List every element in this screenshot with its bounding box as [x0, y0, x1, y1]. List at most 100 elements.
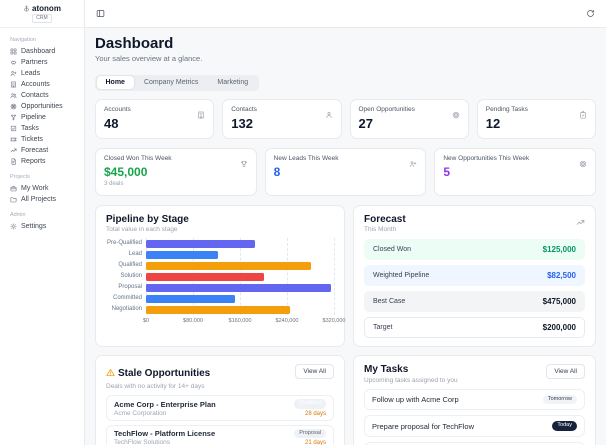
task-item[interactable]: Follow up with Acme Corp Tomorrow [364, 388, 585, 411]
chart-bar-solution[interactable] [146, 272, 264, 281]
chart-category-label: Solution [120, 273, 142, 280]
file-icon [10, 158, 17, 165]
kpi-value: 132 [231, 115, 253, 131]
stale-view-all-button[interactable]: View All [295, 364, 334, 380]
task-item[interactable]: Prepare proposal for TechFlow Today [364, 415, 585, 437]
stale-title: Stale Opportunities [118, 367, 211, 379]
chart-bar-row [146, 271, 334, 282]
chart-bar-row [146, 293, 334, 304]
sidebar-item-label: Pipeline [21, 114, 46, 121]
kpi-card-contacts: Contacts 132 [222, 98, 342, 139]
sidebar-item-label: Reports [21, 158, 46, 165]
trophy-icon [240, 155, 248, 188]
opportunity-item[interactable]: TechFlow - Platform License TechFlow Solu… [106, 424, 334, 445]
main-area: Dashboard Your sales overview at a glanc… [85, 0, 606, 445]
chart-bar-negotiation[interactable] [146, 305, 290, 314]
sidebar-item-all-projects[interactable]: All Projects [8, 194, 76, 205]
sidebar-item-label: Dashboard [21, 48, 56, 55]
tab-home[interactable]: Home [96, 76, 134, 90]
charts-row: Pipeline by Stage Total value in each st… [95, 204, 596, 348]
opportunity-name: Acme Corp - Enterprise Plan [114, 399, 216, 409]
refresh-icon[interactable] [586, 9, 595, 18]
forecast-row-value: $200,000 [542, 323, 576, 333]
chart-bar-committed[interactable] [146, 294, 236, 303]
topbar [85, 0, 606, 28]
sidebar-item-reports[interactable]: Reports [8, 156, 76, 167]
sidebar-item-pipeline[interactable]: Pipeline [8, 112, 76, 123]
page-title: Dashboard [95, 35, 174, 52]
tab-bar: Home Company Metrics Marketing [95, 74, 259, 91]
tasks-subtitle: Upcoming tasks assigned to you [364, 376, 458, 384]
building-icon [197, 106, 205, 131]
x-axis-tick: $240,000 [275, 318, 299, 325]
tab-company-metrics[interactable]: Company Metrics [143, 79, 199, 87]
forecast-card: Forecast This Month Closed Won $125,000 We… [353, 204, 596, 348]
briefcase-icon [10, 185, 17, 192]
task-title: Prepare proposal for TechFlow [372, 421, 474, 431]
chart-bar-pre-qualified[interactable] [146, 239, 255, 248]
sidebar-item-tasks[interactable]: Tasks [8, 123, 76, 134]
sidebar-item-leads[interactable]: Leads [8, 68, 76, 79]
pipeline-chart: Pre-Qualified Lead Qualified Solution Propos… [106, 238, 346, 326]
kpi-label: Accounts [104, 105, 131, 113]
stale-list: Acme Corp - Enterprise Plan Acme Corporat… [106, 395, 334, 445]
forecast-row-value: $475,000 [542, 297, 576, 307]
sidebar-item-label: My Work [21, 185, 49, 192]
kpi-row: Accounts 48 Contacts 132 Open Opportunities 2… [95, 98, 596, 139]
panel-left-icon[interactable] [96, 9, 105, 18]
check-square-icon [10, 125, 17, 132]
sidebar-item-opportunities[interactable]: Opportunities [8, 101, 76, 112]
chart-bar-lead[interactable] [146, 250, 218, 259]
sidebar-item-my-work[interactable]: My Work [8, 183, 76, 194]
stale-days: 28 days [304, 410, 326, 417]
pipeline-by-stage-card: Pipeline by Stage Total value in each st… [95, 204, 346, 348]
tasks-view-all-button[interactable]: View All [546, 364, 585, 380]
stat-card-closed-won-this-week: Closed Won This Week $45,000 3 deals [95, 147, 257, 196]
chart-bar-proposal[interactable] [146, 283, 331, 292]
kpi-card-pending-tasks: Pending Tasks 12 [476, 98, 596, 139]
chart-bar-row [146, 260, 334, 271]
chart-subtitle: Total value in each stage [106, 226, 178, 234]
kpi-value: 12 [485, 115, 501, 131]
sidebar-item-dashboard[interactable]: Dashboard [8, 46, 76, 57]
kpi-card-open-opportunities: Open Opportunities 27 [349, 98, 469, 139]
partners-icon [10, 59, 17, 66]
clipboard-icon [579, 106, 587, 131]
chart-bar-row [146, 249, 334, 260]
stat-card-new-opportunities-this-week: New Opportunities This Week 5 [434, 147, 597, 196]
chart-bar-row [146, 282, 334, 293]
sidebar-item-partners[interactable]: Partners [8, 57, 76, 68]
stat-card-new-leads-this-week: New Leads This Week 8 [264, 147, 427, 196]
chart-y-labels: Pre-Qualified Lead Qualified Solution Propos… [106, 238, 146, 326]
stat-label: Closed Won This Week [104, 154, 172, 162]
users-icon [10, 92, 17, 99]
target-icon [452, 106, 460, 131]
sidebar-item-tickets[interactable]: Tickets [8, 134, 76, 145]
sidebar-item-accounts[interactable]: Accounts [8, 79, 76, 90]
forecast-row-label: Weighted Pipeline [373, 272, 430, 280]
chart-x-axis: $0 $80,000 $160,000 $240,000 $320,000 [143, 317, 346, 326]
opportunity-item[interactable]: Acme Corp - Enterprise Plan Acme Corporat… [106, 395, 334, 421]
stage-badge: Proposal [294, 428, 326, 439]
kpi-label: Open Opportunities [358, 105, 415, 113]
sidebar-item-label: Accounts [21, 81, 50, 88]
opportunity-name: TechFlow - Platform License [114, 429, 216, 438]
sidebar-item-contacts[interactable]: Contacts [8, 90, 76, 101]
kpi-card-accounts: Accounts 48 [95, 98, 215, 139]
week-row: Closed Won This Week $45,000 3 deals New Le… [95, 147, 597, 196]
my-tasks-card: My Tasks Upcoming tasks assigned to you … [353, 355, 596, 445]
chart-category-label: Pre-Qualified [106, 240, 142, 247]
nav-section-label: Admin [10, 212, 26, 218]
tab-marketing[interactable]: Marketing [217, 79, 249, 87]
sidebar-item-forecast[interactable]: Forecast [8, 145, 76, 156]
target-icon [579, 155, 587, 188]
trending-up-icon [10, 147, 17, 154]
nav-section: Admin Settings [8, 212, 76, 232]
sidebar-item-settings[interactable]: Settings [8, 221, 76, 232]
forecast-row-closed-won: Closed Won $125,000 [364, 239, 585, 261]
nav-section: Navigation Dashboard Partners Leads Accounts… [8, 37, 76, 167]
kpi-value: 27 [358, 115, 373, 131]
chart-category-label: Lead [128, 251, 142, 258]
chart-bar-qualified[interactable] [146, 261, 311, 270]
